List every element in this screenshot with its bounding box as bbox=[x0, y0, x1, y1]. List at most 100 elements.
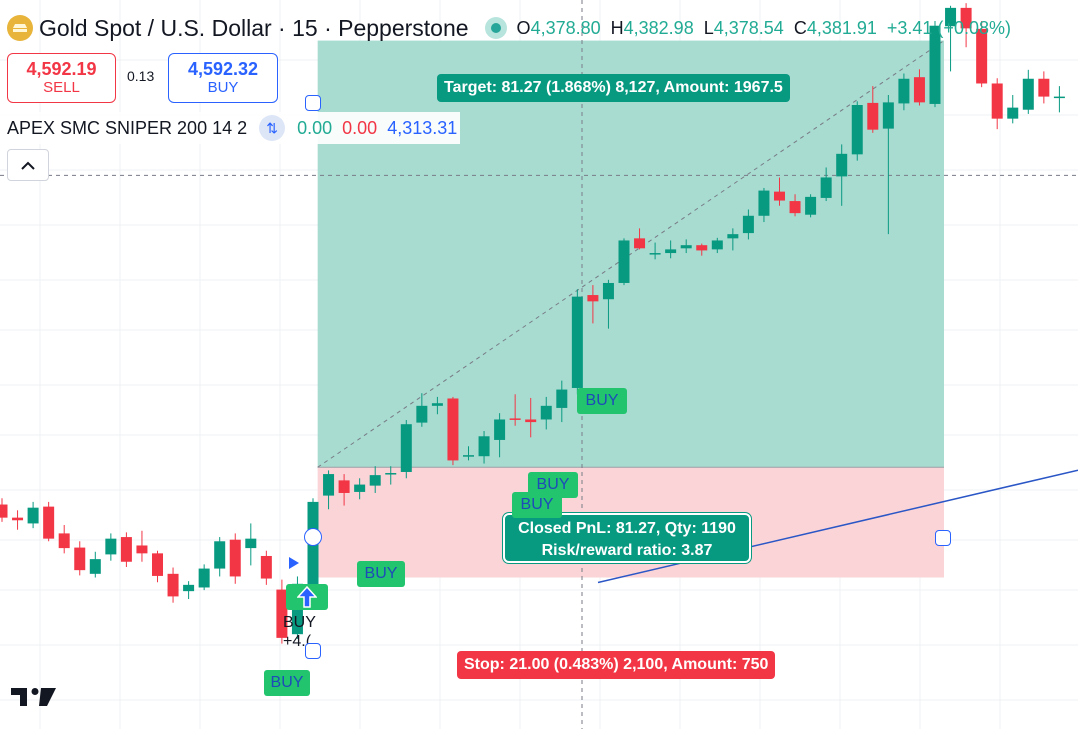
sell-label: SELL bbox=[43, 79, 80, 96]
candle-body bbox=[540, 405, 552, 420]
candle-body bbox=[774, 191, 785, 201]
indicator-value-2: 0.00 bbox=[342, 117, 378, 138]
buy-signal: BUY bbox=[577, 388, 627, 414]
candle-body bbox=[742, 215, 754, 234]
closed-pnl-text: Closed PnL: 81.27, Qty: 1190 bbox=[518, 520, 736, 537]
candle-body bbox=[836, 153, 848, 177]
change-value: +3.41 (+0.08%) bbox=[886, 17, 1011, 38]
candle-body bbox=[338, 480, 350, 493]
entry-handle[interactable] bbox=[304, 528, 322, 546]
moving-average-line bbox=[597, 469, 1078, 584]
collapse-legend-button[interactable] bbox=[7, 149, 49, 181]
spread-value: 0.13 bbox=[127, 68, 155, 84]
sell-button[interactable]: 4,592.19 SELL bbox=[7, 53, 116, 103]
market-status-icon bbox=[484, 17, 507, 39]
stop-handle[interactable] bbox=[305, 643, 321, 659]
close-value: 4,381.91 bbox=[806, 17, 877, 38]
buy-label: BUY bbox=[207, 79, 239, 96]
candle-body bbox=[494, 419, 506, 440]
candle-body bbox=[167, 573, 179, 597]
candle-body bbox=[851, 105, 863, 155]
symbol-header: Gold Spot / U.S. Dollar · 15 · Peppersto… bbox=[0, 10, 1011, 46]
candle-body bbox=[369, 475, 381, 486]
arrows-icon[interactable]: ⇅ bbox=[259, 115, 286, 141]
high-label: H bbox=[610, 17, 624, 38]
candle-body bbox=[525, 419, 537, 423]
candle-body bbox=[1022, 78, 1034, 110]
candle-body bbox=[1038, 78, 1050, 97]
candle-body bbox=[152, 553, 163, 576]
buy-execution-amount: +4.( bbox=[283, 633, 312, 650]
sell-price: 4,592.19 bbox=[26, 59, 97, 79]
trade-path-line bbox=[317, 40, 945, 468]
candle-body bbox=[929, 25, 941, 104]
candle-body bbox=[867, 102, 879, 130]
candle-body bbox=[276, 589, 288, 638]
candle-body bbox=[882, 102, 894, 129]
candle-body bbox=[618, 240, 630, 283]
candle-body bbox=[214, 541, 226, 569]
execution-marker bbox=[289, 557, 299, 569]
buy-price: 4,592.32 bbox=[187, 59, 259, 79]
candle-body bbox=[913, 77, 925, 103]
chevron-up-icon bbox=[21, 161, 35, 170]
high-value: 4,382.98 bbox=[623, 17, 694, 38]
candle-body bbox=[27, 507, 39, 524]
low-label: L bbox=[703, 17, 714, 38]
buy-execution-text: BUY bbox=[283, 614, 316, 631]
candle-body bbox=[43, 506, 55, 539]
candle-body bbox=[758, 190, 770, 216]
candle-body bbox=[12, 517, 24, 521]
target-label[interactable]: Target: 81.27 (1.868%) 8,127, Amount: 19… bbox=[437, 74, 790, 102]
candle-body bbox=[136, 545, 148, 554]
candle-body bbox=[323, 474, 335, 496]
candle-body bbox=[74, 547, 86, 571]
indicator-value-1: 0.00 bbox=[297, 117, 333, 138]
candle-body bbox=[120, 537, 132, 562]
closed-pnl-label[interactable]: Closed PnL: 81.27, Qty: 1190 Risk/reward… bbox=[503, 513, 751, 563]
candle-body bbox=[229, 539, 241, 577]
candle-body bbox=[602, 282, 614, 300]
low-value: 4,378.54 bbox=[713, 17, 784, 38]
candle-body bbox=[960, 7, 972, 29]
candle-body bbox=[680, 245, 692, 249]
candle-body bbox=[805, 196, 817, 215]
candle-body bbox=[416, 405, 428, 423]
candle-body bbox=[260, 555, 272, 579]
ohlc-values: O 4,378.80 H 4,382.98 L 4,378.54 C 4,381.91 … bbox=[517, 18, 1011, 39]
tradingview-logo[interactable] bbox=[11, 686, 57, 713]
risk-reward-text: Risk/reward ratio: 3.87 bbox=[541, 542, 713, 559]
open-label: O bbox=[516, 17, 531, 38]
candle-body bbox=[198, 568, 210, 588]
candle-body bbox=[431, 403, 443, 406]
symbol-title[interactable]: Gold Spot / U.S. Dollar · 15 · Peppersto… bbox=[39, 14, 469, 41]
buy-execution-label: BUY +4.( bbox=[283, 613, 316, 651]
candle-body bbox=[727, 234, 739, 239]
close-label: C bbox=[793, 17, 807, 38]
candle-body bbox=[556, 389, 568, 408]
candle-body bbox=[945, 7, 957, 27]
candle-body bbox=[1053, 96, 1065, 99]
candle-body bbox=[58, 533, 70, 549]
candle-body bbox=[571, 296, 583, 388]
indicator-legend[interactable]: APEX SMC SNIPER 200 14 2 ⇅ 0.00 0.00 4,3… bbox=[0, 112, 460, 144]
candle-body bbox=[789, 201, 801, 214]
stop-label[interactable]: Stop: 21.00 (0.483%) 2,100, Amount: 750 bbox=[457, 651, 776, 679]
width-handle[interactable] bbox=[935, 530, 951, 546]
candle-body bbox=[509, 418, 521, 420]
candle-body bbox=[665, 249, 677, 254]
indicator-name[interactable]: APEX SMC SNIPER 200 14 2 bbox=[7, 117, 248, 138]
target-handle[interactable] bbox=[305, 95, 321, 111]
candle-body bbox=[354, 484, 366, 492]
candle-body bbox=[0, 504, 8, 518]
buy-signal: BUY bbox=[512, 492, 562, 518]
candle-body bbox=[820, 177, 832, 198]
candle-body bbox=[587, 295, 599, 302]
candle-body bbox=[400, 424, 412, 472]
buy-button[interactable]: 4,592.32 BUY bbox=[168, 53, 278, 103]
candle-body bbox=[976, 28, 988, 84]
candle-body bbox=[183, 584, 195, 592]
candle-body bbox=[105, 538, 117, 555]
buy-signal: BUY bbox=[264, 670, 310, 696]
